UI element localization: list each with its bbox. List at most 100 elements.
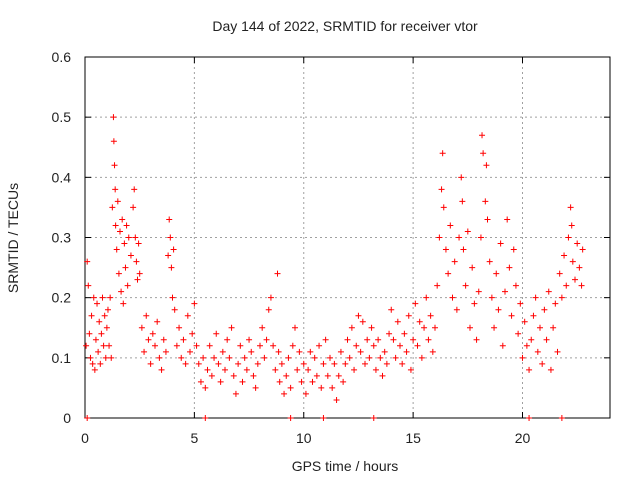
data-point <box>320 415 327 421</box>
data-point <box>578 282 585 289</box>
data-point <box>94 300 101 307</box>
data-point <box>484 216 491 223</box>
y-tick-label: 0.2 <box>52 290 72 306</box>
x-tick-label: 10 <box>296 430 312 446</box>
data-point <box>405 312 412 319</box>
data-point <box>243 366 250 373</box>
data-point <box>176 324 183 331</box>
y-tick-label: 0.3 <box>52 230 72 246</box>
data-point <box>486 258 493 265</box>
data-point <box>499 342 506 349</box>
data-point <box>567 204 574 211</box>
data-point <box>149 330 156 337</box>
ticks <box>84 56 610 419</box>
data-point <box>383 360 390 367</box>
data-point <box>414 342 421 349</box>
data-point <box>182 360 189 367</box>
data-point <box>493 270 500 277</box>
data-point <box>112 186 119 193</box>
data-point <box>302 390 309 397</box>
data-point <box>459 198 466 205</box>
data-point <box>88 312 95 319</box>
data-point <box>141 348 148 355</box>
data-point <box>250 372 257 379</box>
data-point <box>230 372 237 379</box>
data-point <box>119 216 126 223</box>
data-point <box>558 415 565 421</box>
data-point <box>257 342 263 349</box>
data-point <box>202 415 209 421</box>
data-point <box>167 234 174 241</box>
data-point <box>346 354 353 361</box>
x-tick-label: 15 <box>405 430 421 446</box>
data-point <box>204 366 211 373</box>
data-point <box>537 324 543 331</box>
data-point <box>226 354 233 361</box>
data-point <box>112 222 119 229</box>
data-point <box>197 378 204 385</box>
data-point <box>275 348 282 355</box>
data-point <box>460 246 467 253</box>
data-point <box>154 318 161 325</box>
data-point <box>145 336 152 343</box>
data-point <box>515 330 522 337</box>
data-point <box>130 204 137 211</box>
data-point <box>252 384 259 391</box>
data-point <box>526 366 533 373</box>
data-point <box>307 348 314 355</box>
data-point <box>556 270 563 277</box>
x-tick-label: 20 <box>515 430 531 446</box>
data-point <box>342 360 349 367</box>
data-point <box>477 234 484 241</box>
data-point <box>541 306 548 313</box>
data-point <box>429 348 436 355</box>
data-point <box>89 360 96 367</box>
data-point <box>208 372 215 379</box>
data-point <box>278 360 285 367</box>
data-point <box>120 300 127 307</box>
data-point <box>135 240 142 247</box>
data-point <box>447 222 454 229</box>
data-point <box>370 342 377 349</box>
data-point <box>276 378 283 385</box>
data-point <box>534 348 541 355</box>
data-point <box>246 336 253 343</box>
data-point <box>353 342 360 349</box>
data-point <box>462 282 469 289</box>
data-point <box>375 336 382 343</box>
data-point <box>568 222 575 229</box>
data-point <box>318 384 325 391</box>
data-point <box>458 174 465 181</box>
data-point <box>84 415 91 421</box>
y-tick-label: 0 <box>63 410 71 426</box>
data-point <box>224 336 231 343</box>
data-point <box>261 354 268 361</box>
data-point <box>92 336 99 343</box>
data-point <box>132 234 139 241</box>
data-point <box>421 324 428 331</box>
y-tick-label: 0.5 <box>52 109 72 125</box>
x-tick-label: 5 <box>190 430 198 446</box>
data-point <box>143 312 150 319</box>
data-point <box>427 312 434 319</box>
data-point <box>259 324 266 331</box>
data-point <box>87 354 94 361</box>
data-point <box>110 138 117 145</box>
data-point <box>381 348 388 355</box>
data-point <box>401 330 408 337</box>
data-point <box>329 384 336 391</box>
data-point <box>397 342 403 349</box>
data-point <box>506 264 513 271</box>
data-point <box>200 354 207 361</box>
data-point <box>170 246 177 253</box>
y-tick-label: 0.6 <box>52 49 72 65</box>
data-point <box>552 300 559 307</box>
data-point <box>440 204 447 211</box>
data-point <box>118 288 125 295</box>
data-point <box>453 306 460 313</box>
data-point <box>115 270 122 277</box>
data-point <box>101 312 108 319</box>
data-point <box>106 342 113 349</box>
data-point <box>131 186 138 193</box>
data-point <box>558 294 565 301</box>
